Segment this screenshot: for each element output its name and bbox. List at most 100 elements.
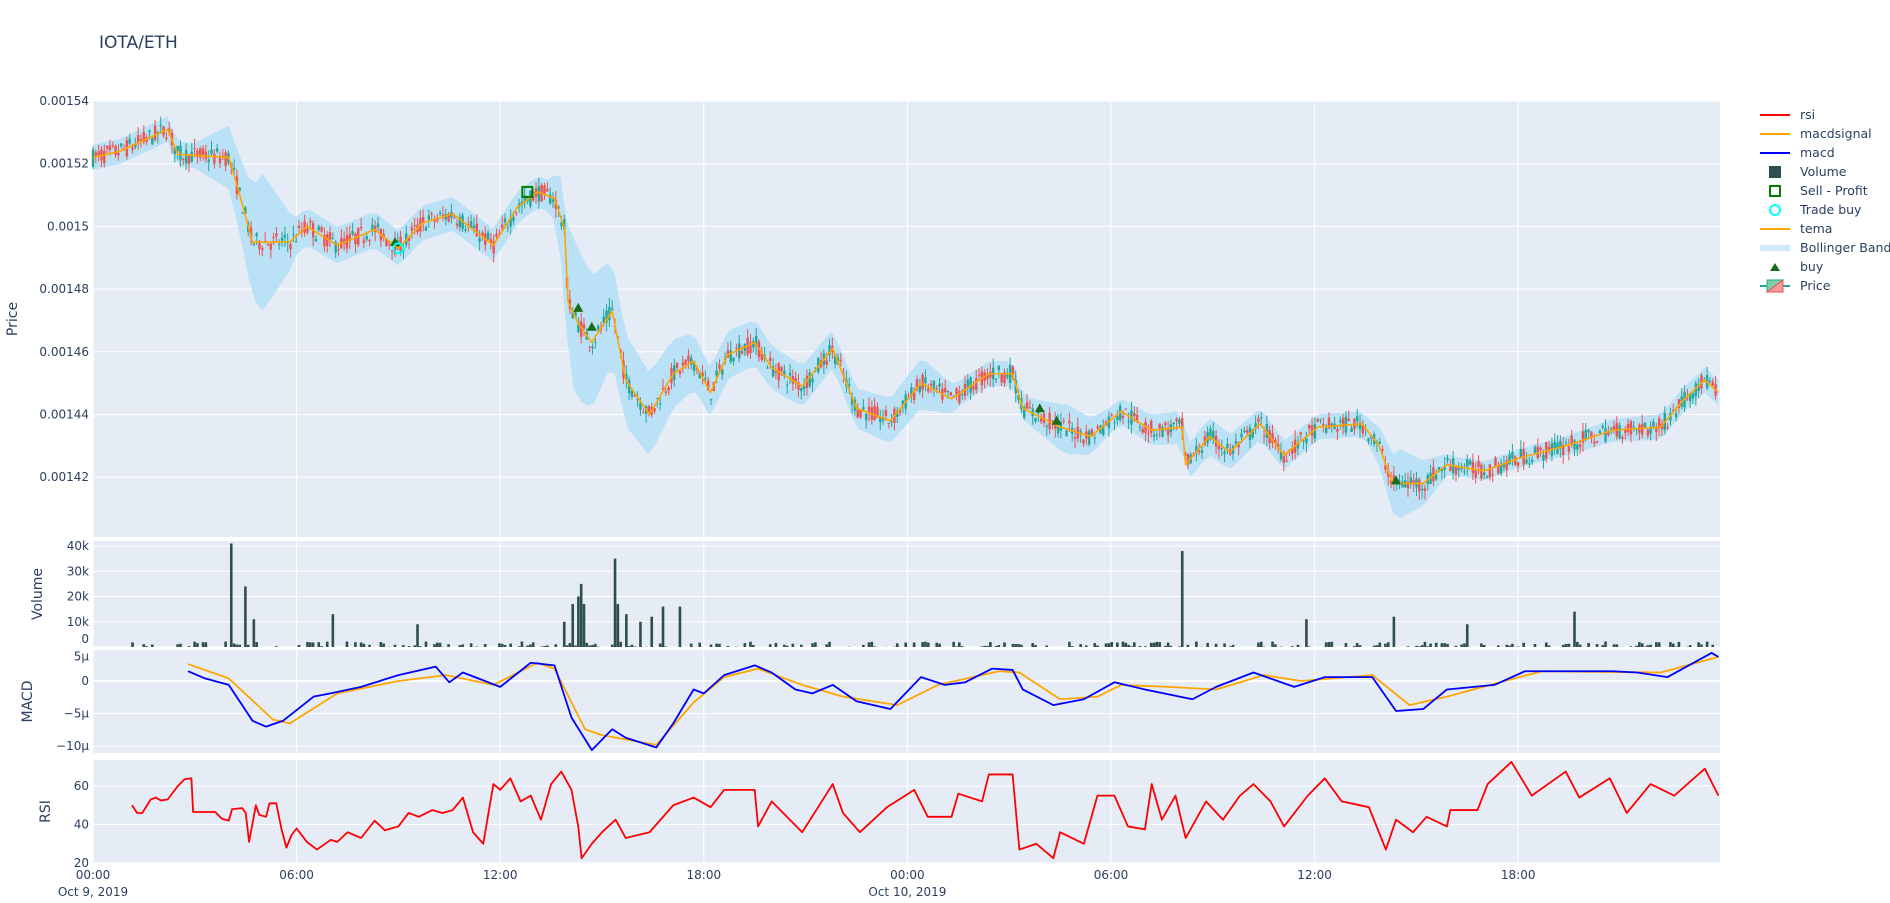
chart-title: IOTA/ETH xyxy=(99,33,178,53)
y-tick-label: −10μ xyxy=(56,739,89,753)
candle-body xyxy=(1138,426,1142,428)
legend-item-bollinger-band[interactable]: Bollinger Band xyxy=(1760,240,1890,255)
volume-bar xyxy=(1440,643,1444,647)
candle-body xyxy=(1641,423,1644,435)
volume-bar xyxy=(1587,643,1590,647)
volume-bar xyxy=(1014,644,1018,647)
candle-body xyxy=(1262,435,1266,437)
legend-item-macd[interactable]: macd xyxy=(1760,145,1835,160)
axis-title: Volume xyxy=(30,568,46,620)
legend-item-price[interactable]: Price xyxy=(1760,278,1831,293)
volume-bar xyxy=(938,643,941,647)
volume-bar xyxy=(517,646,521,647)
volume-bar xyxy=(579,583,583,647)
y-tick-label: 0.00144 xyxy=(39,408,89,422)
legend-item-tema[interactable]: tema xyxy=(1760,221,1832,236)
volume-bar xyxy=(204,642,208,647)
volume-bar xyxy=(1344,643,1348,647)
volume-bar xyxy=(1480,643,1483,647)
candle-body xyxy=(873,405,876,420)
candle-body xyxy=(128,138,131,144)
volume-bar xyxy=(438,642,442,647)
candle-body xyxy=(151,138,154,145)
volume-bar xyxy=(1378,642,1382,647)
volume-bar xyxy=(1638,642,1641,647)
candle-body xyxy=(932,380,936,389)
volume-bar xyxy=(619,641,622,647)
candle-body xyxy=(557,206,560,209)
candle-body xyxy=(752,340,755,348)
legend-band-icon xyxy=(1760,245,1790,251)
axis-title: Price xyxy=(5,302,21,336)
candle-body xyxy=(1440,468,1444,472)
candle-body xyxy=(1446,458,1449,461)
candle-body xyxy=(1305,438,1308,444)
candle-body xyxy=(481,232,484,236)
candle-body xyxy=(1423,488,1427,491)
legend-label: Price xyxy=(1800,278,1831,293)
candle-body xyxy=(1697,384,1700,391)
candle-body xyxy=(275,233,278,237)
candle-body xyxy=(103,151,106,164)
legend-item-macdsignal[interactable]: macdsignal xyxy=(1760,126,1872,141)
legend-item-rsi[interactable]: rsi xyxy=(1760,107,1815,122)
candle-body xyxy=(1181,418,1184,431)
candle-body xyxy=(467,223,470,225)
candle-body xyxy=(1547,446,1551,451)
candle-body xyxy=(774,371,778,373)
volume-bar xyxy=(870,641,874,647)
candle-body xyxy=(1643,422,1647,428)
candle-body xyxy=(633,395,637,397)
volume-bar xyxy=(989,642,992,647)
candle-body xyxy=(788,372,792,376)
volume-bar xyxy=(196,643,199,647)
legend-item-buy[interactable]: buy xyxy=(1770,259,1824,274)
volume-bar xyxy=(1085,645,1088,647)
volume-bar xyxy=(678,606,682,647)
candle-body xyxy=(1443,465,1446,470)
candle-body xyxy=(735,347,738,349)
candle-body xyxy=(207,159,210,162)
candle-body xyxy=(1121,415,1125,418)
legend-item-volume[interactable]: Volume xyxy=(1769,164,1847,179)
candle-body xyxy=(1629,421,1633,435)
volume-bar xyxy=(658,643,662,647)
candle-body xyxy=(656,398,659,400)
volume-bar xyxy=(799,644,803,647)
plot-background xyxy=(93,760,1720,863)
x-tick-label: 00:00 xyxy=(76,868,111,882)
volume-bar xyxy=(368,644,371,647)
volume-bar xyxy=(1443,643,1446,647)
legend-item-trade-buy[interactable]: Trade buy xyxy=(1769,202,1862,217)
candle-body xyxy=(213,153,216,164)
candle-body xyxy=(1291,448,1294,454)
candle-body xyxy=(1361,425,1365,434)
candle-body xyxy=(678,370,682,374)
macdsignal-line xyxy=(187,656,1719,746)
candle-body xyxy=(1595,441,1599,443)
volume-bar xyxy=(483,644,487,647)
candle-body xyxy=(1686,398,1689,400)
volume-bar xyxy=(904,642,908,647)
legend-item-sell-profit[interactable]: Sell - Profit xyxy=(1769,183,1868,198)
candle-body xyxy=(1497,465,1500,474)
candle-body xyxy=(224,152,227,167)
x-tick-label: 18:00 xyxy=(1501,868,1536,882)
candle-body xyxy=(317,226,320,231)
volume-bar xyxy=(543,646,546,647)
y-tick-label: 30k xyxy=(67,564,89,578)
buy-marker xyxy=(586,321,597,331)
candle-body xyxy=(1581,431,1585,443)
candle-body xyxy=(1245,430,1249,433)
candle-body xyxy=(1494,457,1497,468)
candle-body xyxy=(704,378,707,380)
volume-bar xyxy=(1195,641,1198,647)
candle-body xyxy=(294,241,298,243)
candle-body xyxy=(297,225,301,228)
volume-bar xyxy=(150,644,154,647)
sell-profit-marker xyxy=(521,185,534,198)
volume-bar xyxy=(1429,643,1432,647)
candle-body xyxy=(1243,430,1246,433)
candle-body xyxy=(1178,419,1181,424)
candle-body xyxy=(856,409,859,418)
